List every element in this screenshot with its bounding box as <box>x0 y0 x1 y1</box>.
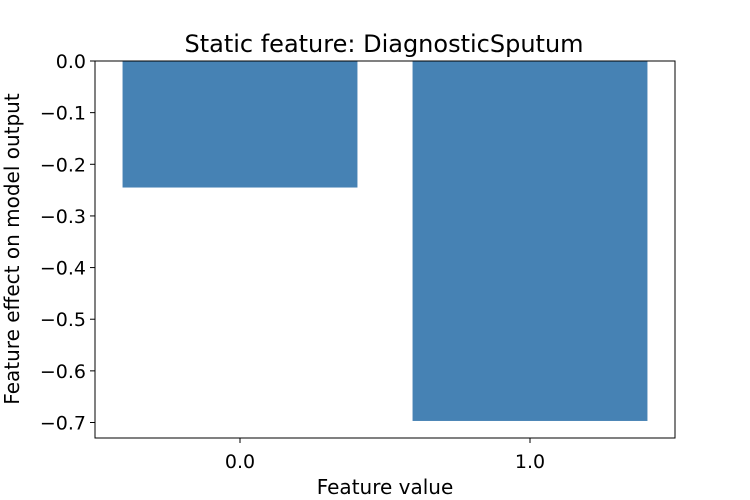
x-tick-label: 0.0 <box>225 451 255 473</box>
y-tick-label: −0.2 <box>40 154 86 176</box>
y-tick-label: −0.7 <box>40 413 86 435</box>
chart-title: Static feature: DiagnosticSputum <box>184 30 583 58</box>
bar-1.0 <box>412 61 648 421</box>
y-axis: 0.0 −0.1 −0.2 −0.3 −0.4 −0.5 −0.6 −0.7 <box>40 51 95 435</box>
y-tick-label: −0.6 <box>40 361 86 383</box>
bar-0.0 <box>122 61 358 188</box>
y-tick-label: −0.5 <box>40 309 86 331</box>
x-tick-label: 1.0 <box>515 451 545 473</box>
y-tick-label: 0.0 <box>56 51 86 73</box>
plot-area <box>94 60 676 439</box>
y-tick-label: −0.1 <box>40 103 86 125</box>
y-tick-label: −0.4 <box>40 258 86 280</box>
plot-frame <box>94 60 676 439</box>
y-tick-label: −0.3 <box>40 206 86 228</box>
x-axis-label: Feature value <box>317 475 454 499</box>
x-axis: 0.0 1.0 <box>225 438 545 473</box>
bars <box>122 61 648 421</box>
y-axis-label: Feature effect on model output <box>0 93 24 405</box>
